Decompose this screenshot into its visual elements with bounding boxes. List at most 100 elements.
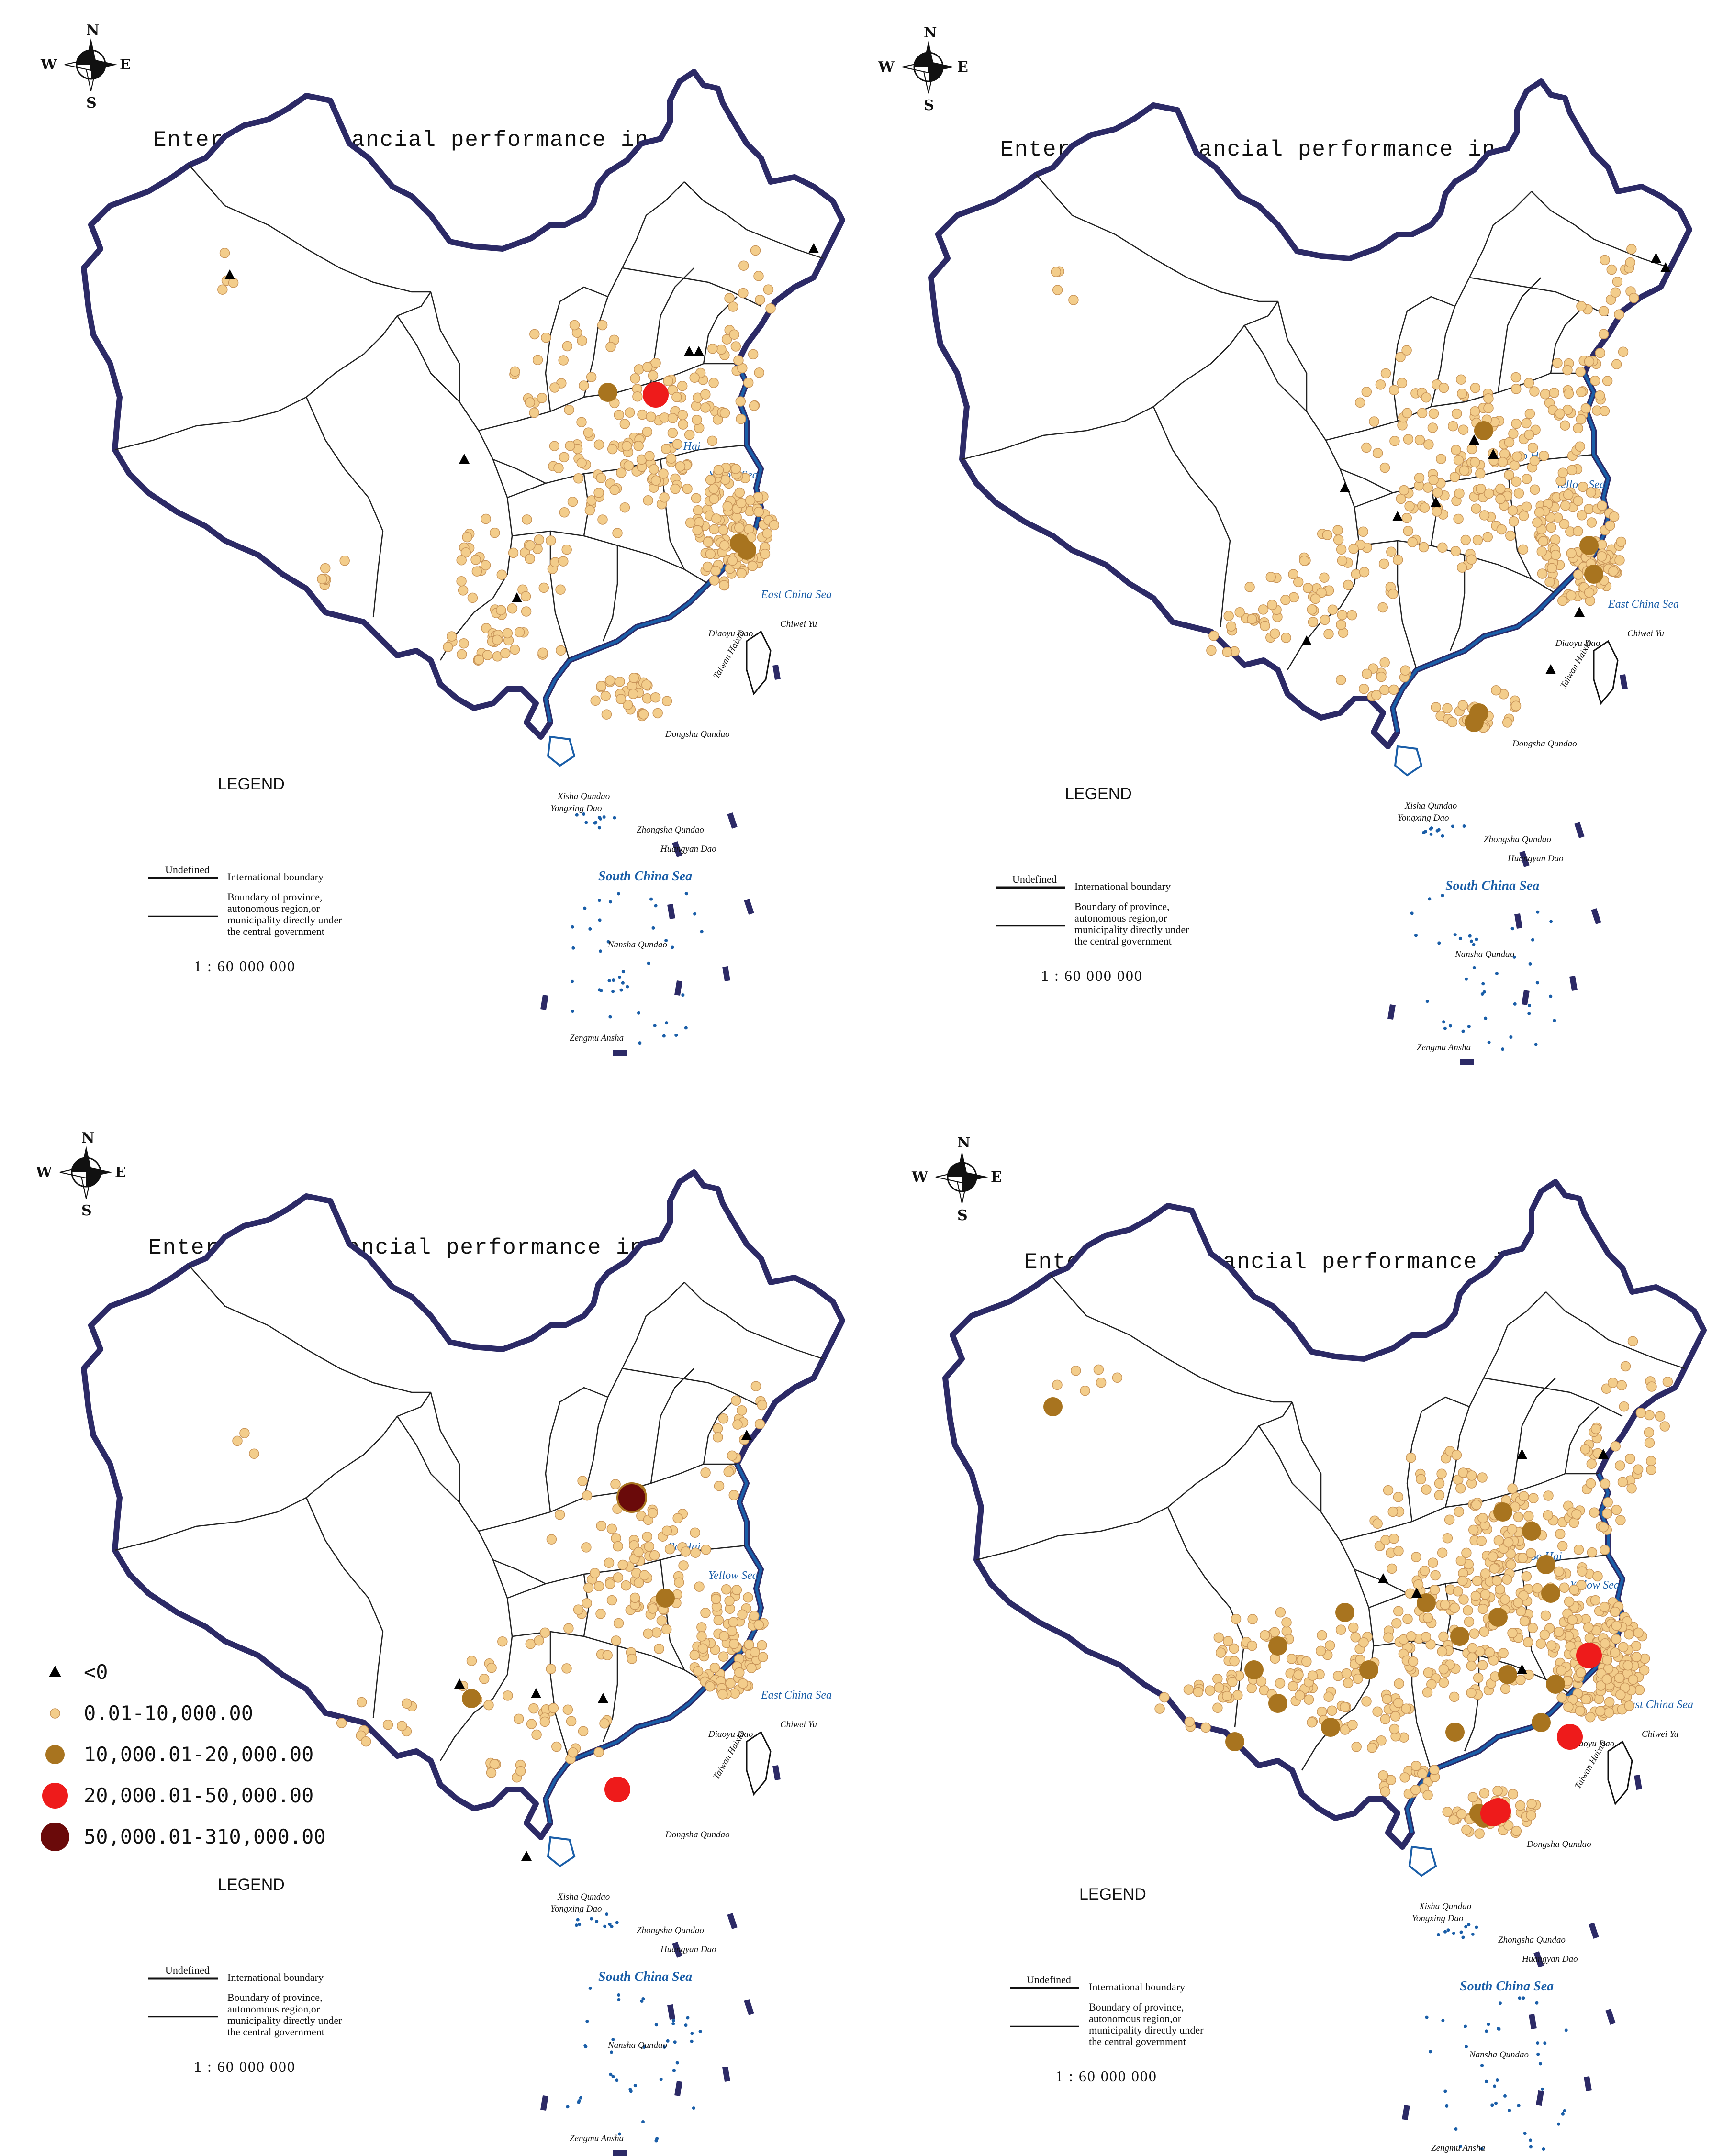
compass-east-label: E [115,1164,126,1181]
point-class-light [1454,1506,1464,1517]
south-china-sea-label: South China Sea [598,1969,692,1984]
point-class-light [443,642,453,652]
point-class-light [1429,1765,1440,1775]
province-boundary [703,1397,738,1465]
province-boundary [684,1282,824,1360]
south-china-sea-label: South China Sea [1460,1979,1554,1994]
point-class-light [1480,1568,1491,1579]
point-class-light [1563,1701,1574,1712]
island-dot [665,1021,669,1025]
nansha-label: Nansha Qundao [607,940,667,950]
point-class-light [707,435,718,446]
island-dot [1536,2041,1540,2045]
point-class-light [643,1628,654,1639]
point-class-light [538,582,549,593]
point-class-light [755,294,765,305]
point-class-light [753,271,764,281]
point-class-light [1604,1707,1614,1718]
point-class-light [718,1651,729,1662]
point-class-light [1378,558,1389,569]
point-class-light [670,483,681,494]
point-class-light [1051,267,1062,278]
point-class-light [1299,556,1310,566]
island-dot [621,970,625,974]
island-dot [1518,1996,1522,2000]
point-class-light [1472,535,1483,545]
compass-rose-icon: N S E W [911,1134,1002,1224]
point-class-light [1625,1453,1635,1464]
point-class-light [456,555,467,566]
point-class-light [1586,1458,1597,1469]
point-class-light [1503,1537,1514,1548]
island-dot [588,1987,592,1990]
compass-north-label: N [957,1134,970,1151]
nansha-label: Nansha Qundao [1454,949,1514,959]
point-class-light [727,555,738,566]
island-dot [1529,2145,1533,2149]
point-class-light [514,627,525,638]
point-class-light [671,392,682,402]
point-class-light [1052,1379,1063,1390]
island-dot [597,826,601,830]
point-class-light [1518,544,1529,555]
point-class-light [1527,1623,1538,1634]
island-dot [1443,2089,1447,2093]
island-dot [1445,2104,1449,2108]
point-class-light [1557,467,1568,478]
island-dot [671,2022,675,2026]
point-class-light [558,355,569,366]
point-class-light [1590,375,1600,386]
point-class-light [1628,292,1639,303]
point-class-light [661,1525,672,1536]
point-class-light [1303,1694,1314,1705]
point-class-light [503,1690,513,1701]
point-class-light [1538,536,1548,546]
class-circle-icon [45,1745,65,1764]
national-boundary [81,69,845,740]
point-class-light [615,694,627,704]
point-class-light [1600,1478,1611,1489]
point-class-light [769,520,780,531]
point-class-light [1449,472,1460,482]
province-boundary [1511,1378,1556,1493]
enterprise-points [232,1381,769,1861]
point-class-light [1226,621,1237,632]
point-class-brown [1546,1675,1565,1694]
province-boundary [305,1497,384,1718]
point-class-light [661,696,672,706]
island-dot [1535,981,1539,985]
point-class-light [749,1611,760,1621]
point-class-light [667,413,678,423]
point-class-light [1246,1683,1257,1693]
point-class-light [1093,1364,1104,1375]
point-class-brown [1474,421,1493,440]
island-dot [1453,933,1457,937]
point-class-light [1483,403,1494,413]
point-class-light [1449,1691,1460,1702]
point-class-light [1416,1474,1426,1485]
point-class-light [659,492,670,503]
map-scale: 1 : 60 000 000 [1055,2067,1157,2085]
nine-dash-segment [540,995,548,1010]
nine-dash-segment [1387,1004,1396,1020]
point-class-light [1361,1696,1372,1707]
island-dot [582,812,586,816]
island-dot [1509,1035,1513,1039]
point-class-light [1590,1595,1601,1606]
point-class-red [1485,1798,1511,1824]
point-class-light [610,1479,621,1489]
point-class-light [1288,569,1298,579]
point-class-brown [1465,713,1484,732]
province-boundary [1497,277,1542,393]
point-class-light [1315,1645,1326,1656]
island-dot [585,2019,589,2023]
island-dot [571,1009,574,1013]
island-dot [649,897,653,901]
point-class-light [1482,532,1493,543]
point-class-red [1557,1724,1583,1750]
point-class-light [1527,442,1538,453]
point-class-light [577,335,587,346]
point-class-light [677,410,688,421]
